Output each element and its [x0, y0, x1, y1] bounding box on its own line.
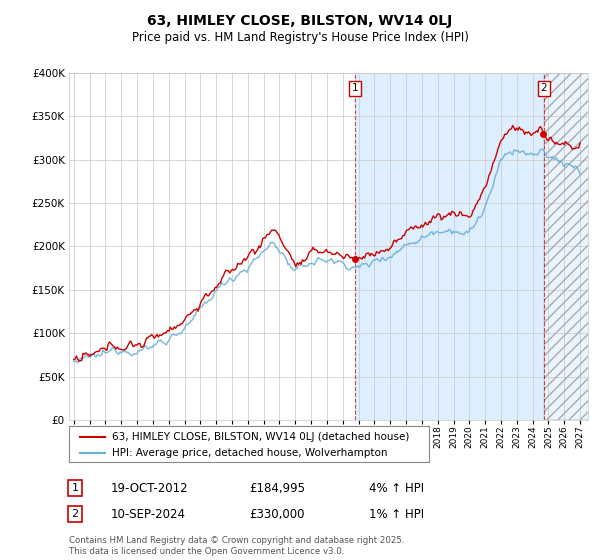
Text: 10-SEP-2024: 10-SEP-2024: [111, 507, 186, 521]
Bar: [355, 73, 544, 420]
Text: Price paid vs. HM Land Registry's House Price Index (HPI): Price paid vs. HM Land Registry's House …: [131, 31, 469, 44]
Text: £330,000: £330,000: [249, 507, 305, 521]
Text: 63, HIMLEY CLOSE, BILSTON, WV14 0LJ (detached house): 63, HIMLEY CLOSE, BILSTON, WV14 0LJ (det…: [112, 432, 410, 441]
Text: HPI: Average price, detached house, Wolverhampton: HPI: Average price, detached house, Wolv…: [112, 448, 388, 458]
Text: 63, HIMLEY CLOSE, BILSTON, WV14 0LJ: 63, HIMLEY CLOSE, BILSTON, WV14 0LJ: [148, 14, 452, 28]
Text: 1: 1: [352, 83, 359, 93]
Bar: [544, 73, 596, 420]
Bar: [544, 73, 596, 420]
Text: 1: 1: [71, 483, 79, 493]
Text: 19-OCT-2012: 19-OCT-2012: [111, 482, 188, 495]
Text: 4% ↑ HPI: 4% ↑ HPI: [369, 482, 424, 495]
Text: £184,995: £184,995: [249, 482, 305, 495]
Text: Contains HM Land Registry data © Crown copyright and database right 2025.
This d: Contains HM Land Registry data © Crown c…: [69, 536, 404, 556]
Text: 2: 2: [541, 83, 547, 93]
Text: 1% ↑ HPI: 1% ↑ HPI: [369, 507, 424, 521]
Text: 2: 2: [71, 509, 79, 519]
